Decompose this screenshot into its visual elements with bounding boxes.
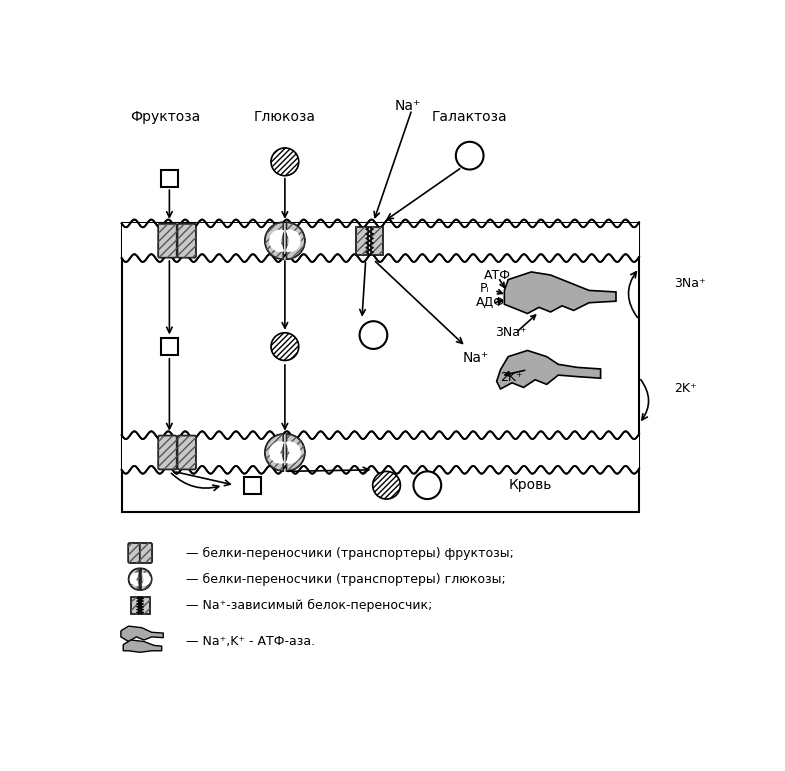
- Text: 3Na⁺: 3Na⁺: [674, 277, 706, 290]
- Text: Na⁺: Na⁺: [462, 351, 489, 365]
- FancyBboxPatch shape: [140, 543, 152, 563]
- Bar: [161, 170, 178, 187]
- Text: — белки-переносчики (транспортеры) фруктозы;: — белки-переносчики (транспортеры) фрукт…: [186, 547, 514, 560]
- Text: — Na⁺-зависимый белок-переносчик;: — Na⁺-зависимый белок-переносчик;: [186, 599, 433, 612]
- Wedge shape: [269, 442, 284, 463]
- Wedge shape: [269, 230, 284, 252]
- Text: Кровь: Кровь: [508, 478, 552, 492]
- Bar: [130, 597, 139, 614]
- Circle shape: [456, 142, 484, 170]
- Text: Галактоза: Галактоза: [432, 110, 507, 124]
- Wedge shape: [265, 434, 283, 471]
- Text: Pᵢ: Pᵢ: [480, 282, 490, 295]
- Text: АДФ: АДФ: [476, 296, 505, 309]
- Circle shape: [271, 333, 299, 361]
- Text: — Na⁺,K⁺ - АТФ-аза.: — Na⁺,K⁺ - АТФ-аза.: [186, 635, 316, 648]
- Wedge shape: [130, 573, 138, 586]
- Bar: [356, 227, 368, 254]
- Bar: [161, 338, 178, 355]
- FancyBboxPatch shape: [177, 224, 196, 258]
- Wedge shape: [129, 568, 140, 590]
- Wedge shape: [287, 222, 305, 259]
- Wedge shape: [269, 442, 284, 463]
- Text: Глюкоза: Глюкоза: [254, 110, 316, 124]
- Wedge shape: [286, 442, 301, 463]
- Bar: [122, 224, 639, 512]
- Text: Na⁺: Na⁺: [395, 99, 422, 113]
- Wedge shape: [286, 442, 301, 463]
- Bar: [130, 597, 139, 614]
- Circle shape: [414, 471, 441, 499]
- Wedge shape: [130, 573, 138, 586]
- Bar: [371, 227, 383, 254]
- Bar: [141, 597, 150, 614]
- FancyBboxPatch shape: [159, 436, 177, 470]
- Bar: [244, 476, 261, 493]
- Wedge shape: [287, 434, 305, 471]
- Wedge shape: [141, 568, 152, 590]
- FancyBboxPatch shape: [159, 224, 177, 258]
- Wedge shape: [265, 222, 283, 259]
- PathPatch shape: [497, 351, 601, 389]
- PathPatch shape: [504, 272, 616, 314]
- Wedge shape: [286, 230, 301, 252]
- Wedge shape: [269, 230, 284, 252]
- Text: 3Na⁺: 3Na⁺: [495, 326, 527, 339]
- Wedge shape: [142, 573, 151, 586]
- Circle shape: [271, 148, 299, 176]
- Circle shape: [373, 471, 400, 499]
- Wedge shape: [142, 573, 151, 586]
- Text: Фруктоза: Фруктоза: [130, 110, 201, 124]
- Text: 2K⁺: 2K⁺: [501, 371, 523, 384]
- Wedge shape: [286, 230, 301, 252]
- Bar: [141, 597, 150, 614]
- Bar: [122, 224, 639, 258]
- Bar: [356, 227, 368, 254]
- Bar: [122, 435, 639, 470]
- PathPatch shape: [123, 640, 162, 652]
- Text: — белки-переносчики (транспортеры) глюкозы;: — белки-переносчики (транспортеры) глюко…: [186, 573, 506, 586]
- Text: 2K⁺: 2K⁺: [674, 382, 696, 396]
- Text: АТФ: АТФ: [484, 268, 510, 281]
- PathPatch shape: [121, 626, 163, 641]
- FancyBboxPatch shape: [128, 543, 141, 563]
- Bar: [371, 227, 383, 254]
- FancyBboxPatch shape: [177, 436, 196, 470]
- Circle shape: [360, 322, 387, 349]
